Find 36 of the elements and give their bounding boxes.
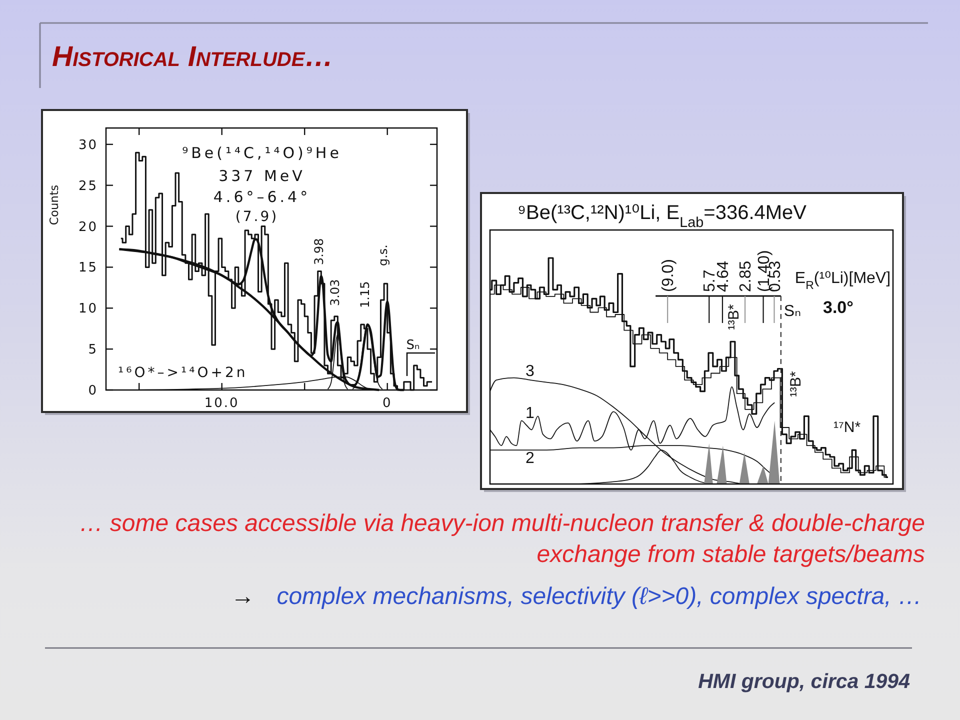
text: HMI group, circa 1994 <box>698 670 911 693</box>
text: 337 MeV <box>218 167 306 185</box>
x-tick-label: 10.0 <box>204 396 240 411</box>
annotation: 1.15 <box>358 281 372 308</box>
y-tick-label: 25 <box>78 178 98 194</box>
x-tick-label: 2.85 <box>738 260 755 292</box>
y-tick-label: 20 <box>78 220 98 235</box>
annotation: Sₙ <box>406 338 420 353</box>
text: … some cases accessible via heavy-ion multi-nucleon transfer & double-charge exchange from stable targets/beams <box>79 510 925 568</box>
annotation: g.s. <box>376 244 390 266</box>
annotation: 3.98 <box>312 238 326 265</box>
y-tick-label: 30 <box>78 138 98 153</box>
annotation: 3 <box>526 363 535 380</box>
annotation: 3.0° <box>823 298 854 317</box>
annotation: 1 <box>526 405 535 422</box>
annotation: 2 <box>526 450 535 467</box>
y-tick-label: 5 <box>88 342 98 358</box>
ref-line-label: Sₙ <box>784 303 801 320</box>
text: ⁹Be(¹⁴C,¹⁴O)⁹He <box>182 144 342 162</box>
x-tick-label: 4.64 <box>715 260 732 292</box>
annotation: ¹⁷N* <box>833 419 861 436</box>
y-tick-label: 15 <box>78 260 98 276</box>
annotation: (7.9) <box>235 209 279 225</box>
annotation: 4.6°–6.4° <box>213 188 311 206</box>
y-axis-title: Counts <box>47 184 61 226</box>
annotation: ¹⁶O*–>¹⁴O+2n <box>118 365 248 381</box>
y-tick-label: 0 <box>88 384 98 399</box>
y-tick-label: 10 <box>78 302 98 317</box>
annotation: 3.03 <box>328 279 342 306</box>
annotation: ¹³B* <box>787 371 804 397</box>
text: → complex mechanisms, selectivity (ℓ>>0), complex spectra, … <box>230 583 922 610</box>
x-axis-title: E$_{R}$(¹⁰Li)[MeV] <box>794 270 891 292</box>
x-tick-label: (9.0) <box>660 259 678 292</box>
annotation: ¹³B* <box>725 304 742 330</box>
text: Historical Interlude… <box>52 41 334 73</box>
chart-title: ⁹Be(¹³C,¹²N)¹⁰Li, E$_{Lab}$=336.4MeV <box>517 202 808 231</box>
